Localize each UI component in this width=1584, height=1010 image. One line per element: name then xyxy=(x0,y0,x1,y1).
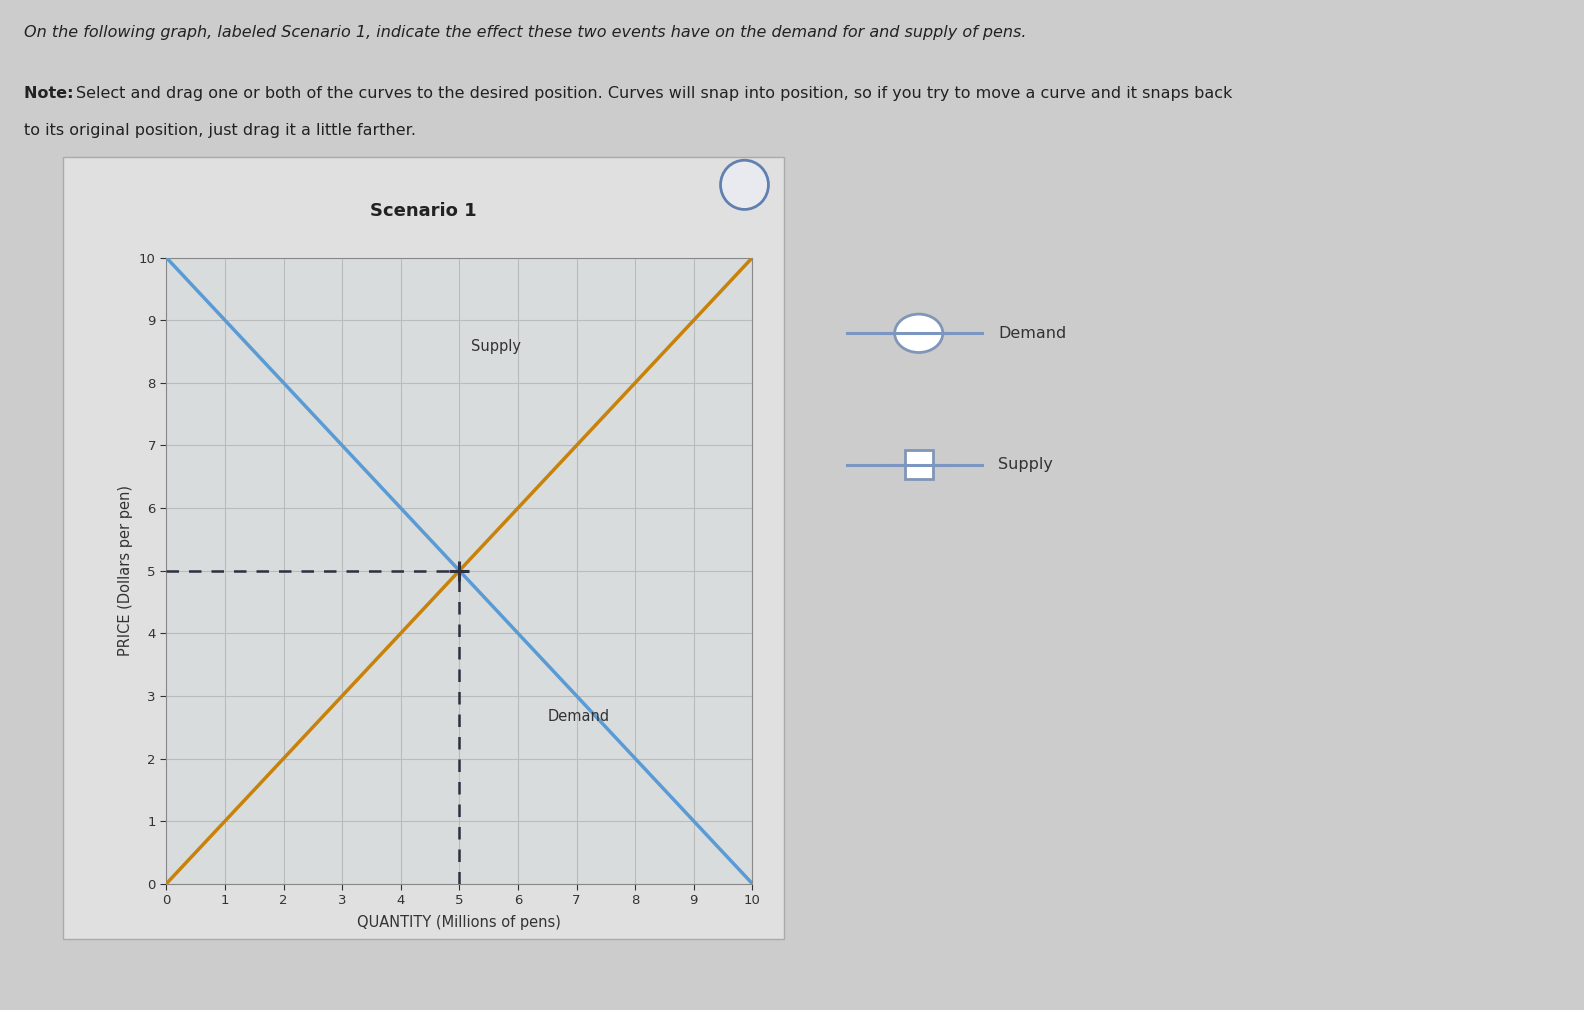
Circle shape xyxy=(895,314,942,352)
Text: ?: ? xyxy=(738,175,751,195)
X-axis label: QUANTITY (Millions of pens): QUANTITY (Millions of pens) xyxy=(358,915,561,930)
Text: Scenario 1: Scenario 1 xyxy=(371,202,477,220)
Text: Supply: Supply xyxy=(998,458,1053,472)
Text: Supply: Supply xyxy=(470,339,521,355)
Text: Demand: Demand xyxy=(548,709,610,724)
Text: Note:: Note: xyxy=(24,86,79,101)
Text: Demand: Demand xyxy=(998,326,1066,340)
Text: Select and drag one or both of the curves to the desired position. Curves will s: Select and drag one or both of the curve… xyxy=(76,86,1232,101)
Circle shape xyxy=(721,161,768,209)
Text: On the following graph, labeled Scenario 1, indicate the effect these two events: On the following graph, labeled Scenario… xyxy=(24,25,1026,40)
Text: to its original position, just drag it a little farther.: to its original position, just drag it a… xyxy=(24,123,415,138)
Y-axis label: PRICE (Dollars per pen): PRICE (Dollars per pen) xyxy=(119,485,133,656)
Bar xyxy=(904,450,933,479)
